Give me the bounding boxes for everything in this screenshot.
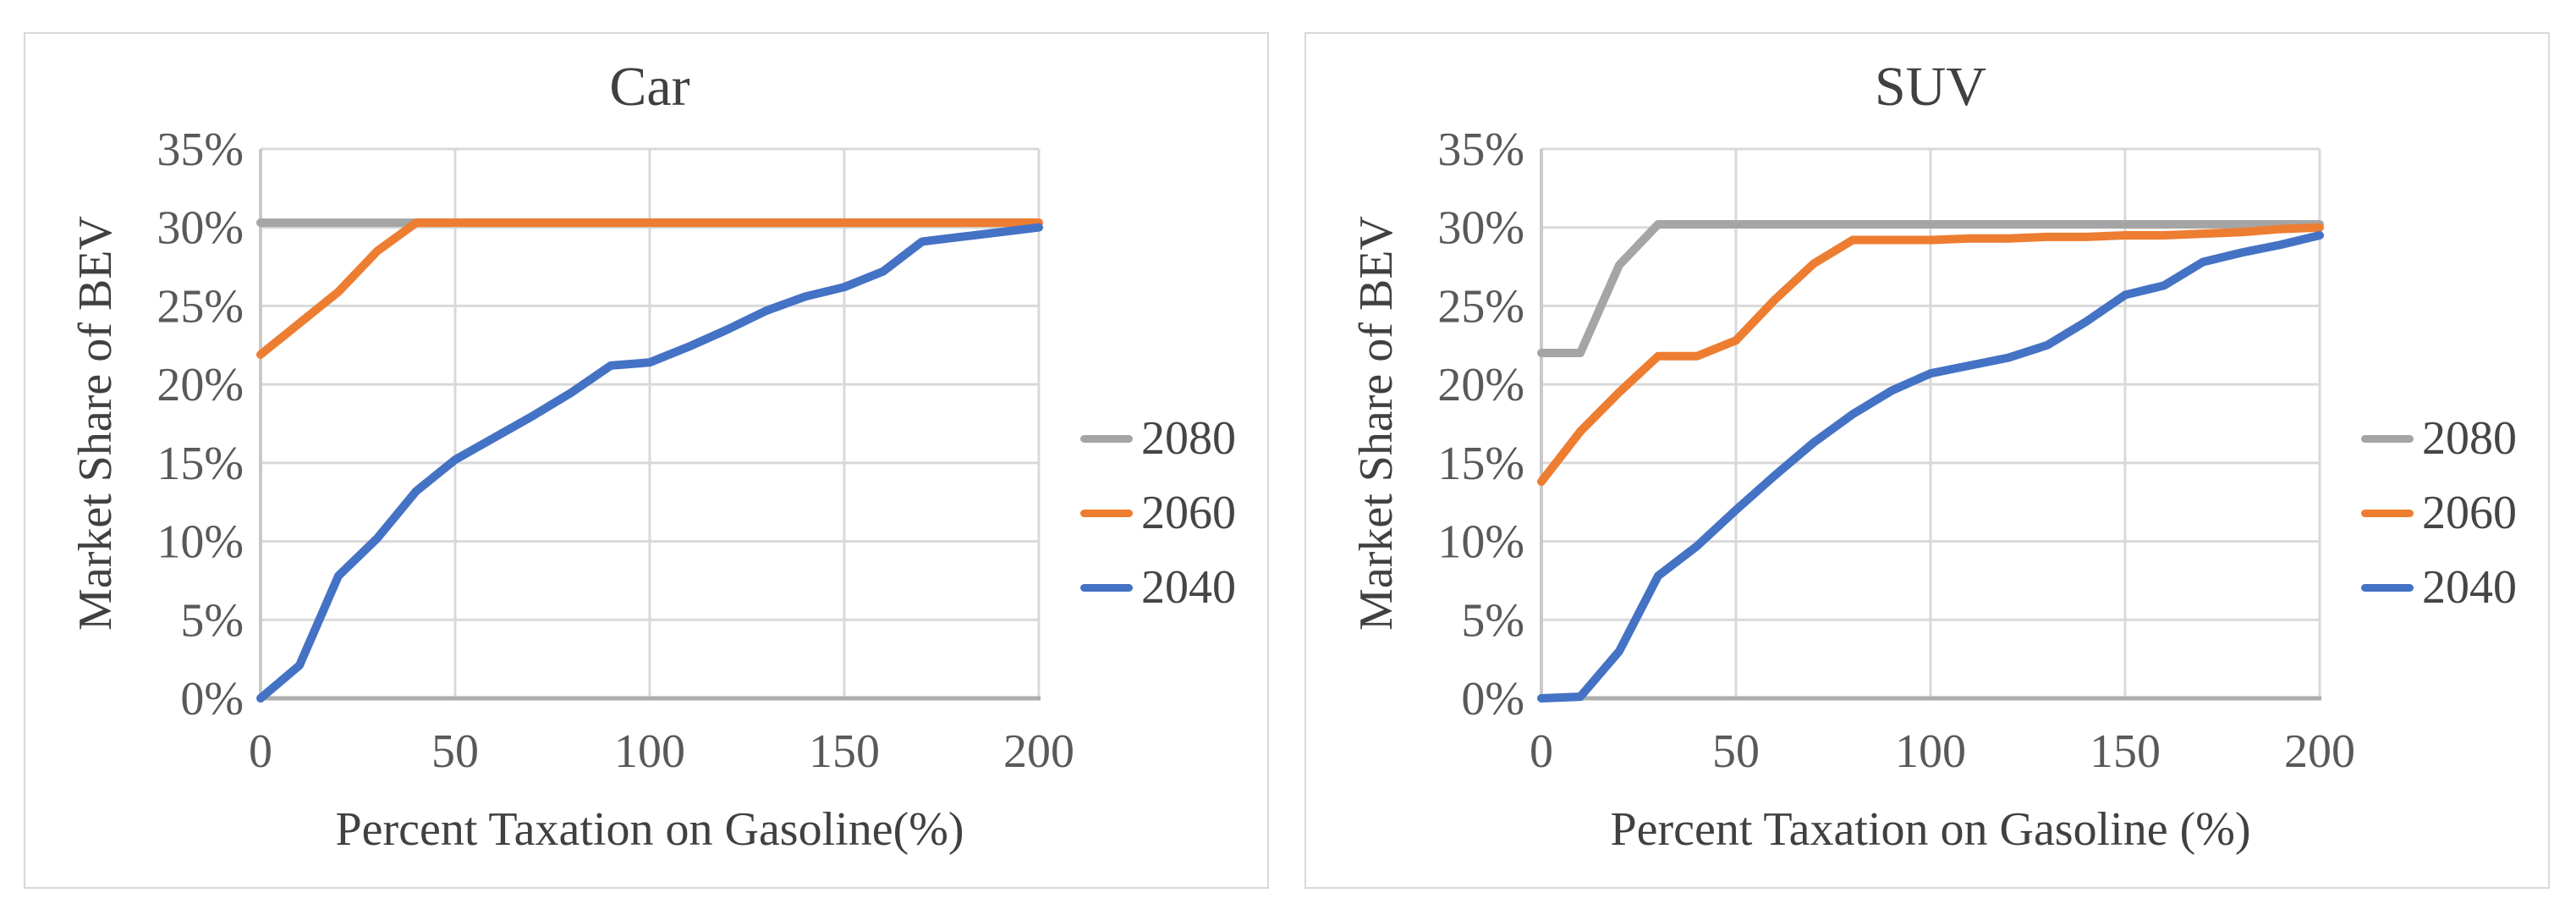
y-tick-label: 20% <box>1437 359 1524 411</box>
suv-plot-area: 0% 5% 10% 15% 20% 25% 30% 35% 0 50 100 150 200 <box>1437 124 2355 778</box>
car-chart-title: Car <box>609 56 690 118</box>
y-tick-label: 0% <box>1461 673 1524 725</box>
y-tick-label: 35% <box>157 124 244 176</box>
legend-label: 2060 <box>1141 487 1236 539</box>
suv-chart-panel: SUV Market Share of BEV 0% 5% 10% 15% 20% 25%… <box>1304 32 2550 889</box>
y-tick-label: 0% <box>180 673 244 725</box>
x-tick-label: 200 <box>1003 725 1074 778</box>
series-line-2060 <box>1537 223 2324 487</box>
y-tick-label: 15% <box>157 438 244 490</box>
y-tick-label: 20% <box>157 359 244 411</box>
car-plot-area: 0% 5% 10% 15% 20% 25% 30% 35% 0 50 100 150 200 <box>157 124 1074 778</box>
series-line-2040 <box>256 223 1043 703</box>
y-tick-label: 25% <box>157 280 244 333</box>
x-tick-label: 50 <box>431 725 479 778</box>
suv-x-axis-title: Percent Taxation on Gasoline (%) <box>1610 803 2251 856</box>
y-tick-label: 5% <box>180 594 244 647</box>
y-tick-label: 35% <box>1437 124 1524 176</box>
legend-swatch-2060 <box>2361 509 2414 517</box>
x-tick-label: 50 <box>1712 725 1760 778</box>
series-line-2040 <box>1537 230 2324 703</box>
x-tick-label: 150 <box>2090 725 2161 778</box>
legend-label: 2080 <box>1141 412 1236 465</box>
legend-item-2080: 2080 <box>1080 412 1236 465</box>
series-line-2080 <box>1537 220 2324 358</box>
legend-item-2080: 2080 <box>2361 412 2517 465</box>
x-tick-label: 150 <box>809 725 880 778</box>
car-chart-panel: Car Market Share of BEV 0% 5% 10% 15% 20% 25%… <box>24 32 1269 889</box>
y-tick-label: 25% <box>1437 280 1524 333</box>
series-line-2060 <box>256 218 1043 359</box>
legend-swatch-2080 <box>2361 434 2414 443</box>
y-tick-label: 10% <box>157 516 244 569</box>
legend-label: 2040 <box>1141 561 1236 614</box>
legend-swatch-2060 <box>1080 509 1133 517</box>
x-tick-label: 100 <box>1895 725 1966 778</box>
x-tick-label: 200 <box>2284 725 2355 778</box>
legend-item-2040: 2040 <box>1080 561 1236 614</box>
legend-swatch-2080 <box>1080 434 1133 443</box>
y-tick-label: 5% <box>1461 594 1524 647</box>
legend-item-2060: 2060 <box>2361 487 2517 539</box>
x-tick-label: 0 <box>1530 725 1553 778</box>
y-tick-label: 15% <box>1437 438 1524 490</box>
legend-label: 2040 <box>2422 561 2517 614</box>
legend-swatch-2040 <box>2361 583 2414 592</box>
legend-label: 2060 <box>2422 487 2517 539</box>
legend-item-2060: 2060 <box>1080 487 1236 539</box>
y-tick-label: 30% <box>1437 202 1524 255</box>
legend-swatch-2040 <box>1080 583 1133 592</box>
y-tick-label: 30% <box>157 202 244 255</box>
suv-chart-title: SUV <box>1874 56 1987 118</box>
y-tick-label: 10% <box>1437 516 1524 569</box>
legend-label: 2080 <box>2422 412 2517 465</box>
x-tick-label: 100 <box>614 725 685 778</box>
car-x-axis-title: Percent Taxation on Gasoline(%) <box>335 803 964 856</box>
legend-item-2040: 2040 <box>2361 561 2517 614</box>
x-tick-label: 0 <box>249 725 272 778</box>
